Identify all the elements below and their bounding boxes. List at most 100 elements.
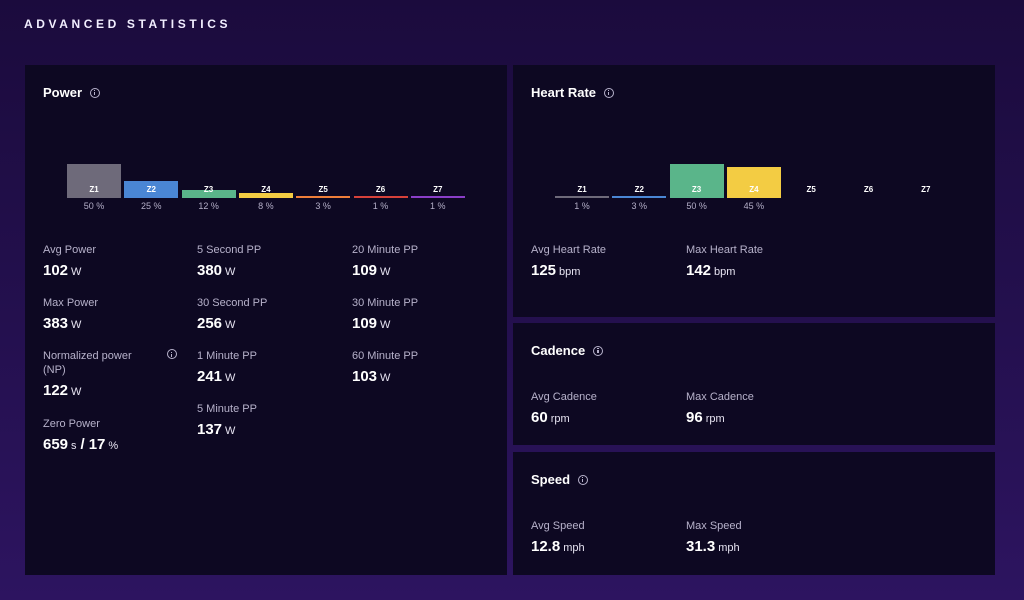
pp-60m-unit: W [380, 372, 391, 384]
avg-cadence-stat: Avg Cadence 60 rpm [531, 390, 597, 426]
speed-panel: Speed Avg Speed 12.8 mph Max Speed 31.3 mp… [513, 452, 995, 575]
power-zone-percent: 8 % [258, 201, 274, 211]
avg-speed-label: Avg Speed [531, 520, 585, 532]
heart-rate-zone-percent: 3 % [631, 201, 648, 211]
max-cadence-unit: rpm [705, 413, 725, 425]
pp-5m-value: 137 [197, 421, 223, 438]
np-value: 122 [43, 382, 69, 399]
power-zone-z4: Z4 8 % [238, 65, 293, 215]
heart-rate-zone-label: Z3 [691, 185, 702, 194]
power-zone-z7: Z7 1 % [410, 65, 465, 215]
pp-60m-value: 103 [352, 368, 378, 385]
power-title-text: Power [43, 85, 83, 100]
power-zone-z2: Z2 25 % [124, 65, 179, 215]
power-zone-bar [296, 196, 351, 198]
pp-5s-stat: 5 Second PP 380 W [197, 243, 261, 279]
power-zone-label: Z1 [89, 185, 99, 194]
pp-60m-label: 60 Minute PP [352, 350, 419, 362]
avg-power-label: Avg Power [43, 244, 96, 256]
max-cadence-label: Max Cadence [686, 391, 754, 403]
power-zone-percent: 12 % [198, 201, 219, 211]
heart-rate-zone-z1: Z1 1 % [555, 65, 609, 215]
cadence-title: Cadence [531, 343, 604, 358]
info-icon[interactable] [578, 474, 589, 485]
heart-rate-zone-z2: Z2 3 % [612, 65, 667, 215]
page-title: ADVANCED STATISTICS [24, 17, 232, 31]
heart-rate-zone-label: Z2 [634, 185, 644, 194]
heart-rate-zone-bar [669, 164, 724, 198]
power-zone-z3: Z3 12 % [181, 65, 236, 215]
zero-power-percent: 17 [88, 436, 106, 453]
power-zone-bar [181, 190, 236, 198]
power-zone-percent: 25 % [141, 201, 162, 211]
max-power-unit: W [71, 319, 82, 331]
max-speed-label: Max Speed [686, 520, 742, 532]
heart-rate-zone-chart: Z1 1 % Z2 3 % Z3 50 % Z4 45 % Z5 Z6 Z7 [555, 65, 955, 215]
heart-rate-zone-label: Z4 [749, 185, 759, 194]
pp-1m-unit: W [225, 372, 236, 384]
info-icon[interactable] [90, 87, 101, 98]
speed-title: Speed [531, 472, 589, 487]
avg-speed-stat: Avg Speed 12.8 mph [531, 519, 585, 555]
heart-rate-zone-label: Z6 [863, 185, 874, 194]
power-zone-chart: Z1 50 % Z2 25 % Z3 12 % Z4 8 % Z5 3 % Z6 1 % Z7 1 % [67, 65, 467, 215]
avg-cadence-unit: rpm [550, 413, 570, 425]
pp-60m-stat: 60 Minute PP 103 W [352, 349, 418, 385]
heart-rate-zone-percent: 1 % [574, 201, 590, 211]
max-speed-stat: Max Speed 31.3 mph [686, 519, 742, 555]
max-power-label: Max Power [43, 297, 99, 309]
np-info-icon[interactable] [167, 349, 177, 359]
max-power-stat: Max Power 383 W [43, 296, 98, 332]
pp-5s-value: 380 [197, 262, 223, 279]
avg-cadence-value: 60 [531, 409, 548, 426]
heart-rate-zone-label: Z7 [921, 185, 931, 194]
pp-30s-stat: 30 Second PP 256 W [197, 296, 267, 332]
max-heart-rate-unit: bpm [714, 266, 736, 278]
zero-power-stat: Zero Power 659 s/17% [43, 417, 118, 453]
heart-rate-zone-z3: Z3 50 % [669, 65, 724, 215]
avg-heart-rate-unit: bpm [559, 266, 581, 278]
avg-cadence-label: Avg Cadence [531, 391, 597, 403]
pp-30s-value: 256 [197, 315, 223, 332]
max-heart-rate-value: 142 [686, 262, 712, 279]
power-zone-label: Z6 [375, 185, 386, 194]
avg-heart-rate-value: 125 [531, 262, 557, 279]
avg-speed-unit: mph [563, 542, 585, 554]
pp-5m-unit: W [225, 425, 236, 437]
power-zone-bar [410, 196, 465, 198]
pp-20m-stat: 20 Minute PP 109 W [352, 243, 418, 279]
np-stat: Normalized power (NP) 122 W [43, 349, 183, 399]
power-zone-label: Z2 [146, 185, 156, 194]
heart-rate-zone-z5: Z5 [784, 65, 838, 215]
pp-30m-value: 109 [352, 315, 378, 332]
pp-30m-label: 30 Minute PP [352, 297, 419, 309]
power-panel: Power Z1 50 % Z2 25 % Z3 12 % Z4 8 % Z5 3 % Z6 1 % Z… [25, 65, 507, 575]
heart-rate-zone-percent: 45 % [743, 201, 765, 211]
info-icon[interactable] [593, 345, 604, 356]
power-zone-label: Z3 [203, 185, 214, 194]
zero-power-seconds-unit: s [71, 440, 77, 452]
heart-rate-zone-z6: Z6 [842, 65, 896, 215]
max-speed-value: 31.3 [686, 538, 716, 555]
heart-rate-zone-label: Z5 [806, 185, 816, 194]
pp-30s-unit: W [225, 319, 236, 331]
power-zone-percent: 3 % [315, 201, 331, 211]
np-label: Normalized power (NP) [43, 350, 132, 376]
power-zone-label: Z7 [433, 185, 443, 194]
power-zone-bar [124, 181, 179, 198]
pp-30m-stat: 30 Minute PP 109 W [352, 296, 418, 332]
power-zone-label: Z5 [318, 185, 328, 194]
max-power-value: 383 [43, 315, 69, 332]
zero-power-percent-unit: % [108, 440, 119, 452]
power-title: Power [43, 85, 101, 100]
heart-rate-panel: Heart Rate Z1 1 % Z2 3 % Z3 50 % Z4 45 % Z5 Z6 Z7 … [513, 65, 995, 317]
info-icon[interactable] [604, 87, 615, 98]
power-zone-label: Z4 [261, 185, 271, 194]
pp-5s-unit: W [225, 266, 236, 278]
pp-5s-label: 5 Second PP [197, 244, 262, 256]
power-zone-bar [238, 193, 293, 198]
pp-30m-unit: W [380, 319, 391, 331]
heart-rate-zone-bar [612, 196, 667, 198]
zero-power-seconds: 659 [43, 436, 69, 453]
pp-5m-label: 5 Minute PP [197, 403, 257, 415]
